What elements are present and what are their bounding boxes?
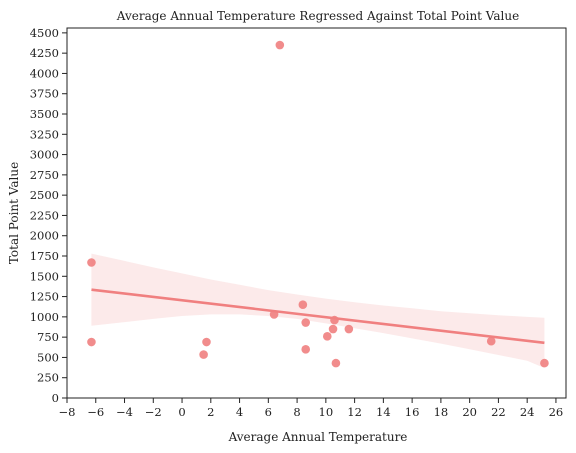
x-tick-label: 2 [207, 405, 214, 419]
y-axis-label: Total Point Value [7, 162, 21, 264]
data-point [486, 336, 496, 346]
data-points [87, 40, 549, 368]
data-point [87, 258, 96, 267]
x-tick-label: 18 [434, 405, 449, 419]
x-tick-label: 24 [520, 405, 535, 419]
data-point [301, 345, 311, 354]
data-point [331, 358, 341, 368]
y-tick-label: 3500 [30, 107, 59, 121]
y-tick-label: 4250 [30, 46, 59, 60]
x-tick-label: 22 [491, 405, 506, 419]
data-point [344, 324, 354, 334]
y-tick-label: 1250 [30, 290, 59, 304]
y-tick-label: 2500 [30, 188, 59, 202]
data-point [330, 315, 339, 325]
x-tick-label: −6 [87, 405, 104, 419]
x-tick-label: −4 [116, 405, 133, 419]
y-tick-label: 4000 [30, 66, 59, 80]
y-tick-label: 0 [52, 391, 59, 405]
y-tick-label: 3000 [30, 148, 59, 162]
chart-title: Average Annual Temperature Regressed Aga… [116, 9, 519, 23]
data-point [199, 350, 208, 359]
y-tick-label: 1750 [30, 249, 59, 263]
y-tick-label: 2250 [30, 208, 59, 222]
x-axis-label: Average Annual Temperature [228, 430, 408, 444]
data-point [298, 300, 308, 309]
data-point [301, 318, 311, 327]
data-point [275, 40, 285, 50]
x-tick-label: 8 [293, 405, 300, 419]
plot-area-frame [66, 27, 567, 399]
confidence-band-layer [91, 253, 545, 368]
y-tick-label: 750 [37, 330, 59, 344]
x-tick-label: 12 [347, 405, 362, 419]
y-tick-label: 1000 [30, 310, 59, 324]
y-tick-label: 3250 [30, 127, 59, 141]
regression-layer [91, 288, 545, 345]
x-tick-label: 0 [178, 405, 185, 419]
data-point [269, 310, 279, 319]
x-tick-label: −2 [145, 405, 162, 419]
y-tick-label: 2000 [30, 229, 59, 243]
y-tick-label: 250 [37, 371, 59, 385]
x-tick-label: −8 [59, 405, 76, 419]
confidence-band [91, 253, 545, 368]
x-tick-label: 4 [236, 405, 243, 419]
x-axis-ticks: −8 −6 −4 −2 0 2 4 6 8 10 12 14 16 18 20 22 24 26 [59, 398, 564, 419]
data-point [322, 332, 332, 341]
data-point [202, 337, 211, 347]
x-tick-label: 20 [462, 405, 477, 419]
x-tick-label: 14 [376, 405, 391, 419]
data-point [540, 358, 549, 368]
y-tick-label: 500 [37, 350, 59, 364]
data-point [87, 337, 96, 347]
y-tick-label: 1500 [30, 269, 59, 283]
x-tick-label: 26 [549, 405, 564, 419]
x-tick-label: 6 [265, 405, 272, 419]
regression-line [91, 288, 545, 345]
data-point [328, 324, 338, 334]
y-axis-ticks: 0 250 500 750 1000 1250 1500 1750 2000 2250 2500 27… [30, 26, 67, 405]
y-tick-label: 2750 [30, 168, 59, 182]
y-tick-label: 3750 [30, 87, 59, 101]
x-tick-label: 16 [405, 405, 420, 419]
y-tick-label: 4500 [30, 26, 59, 40]
x-tick-label: 10 [319, 405, 334, 419]
